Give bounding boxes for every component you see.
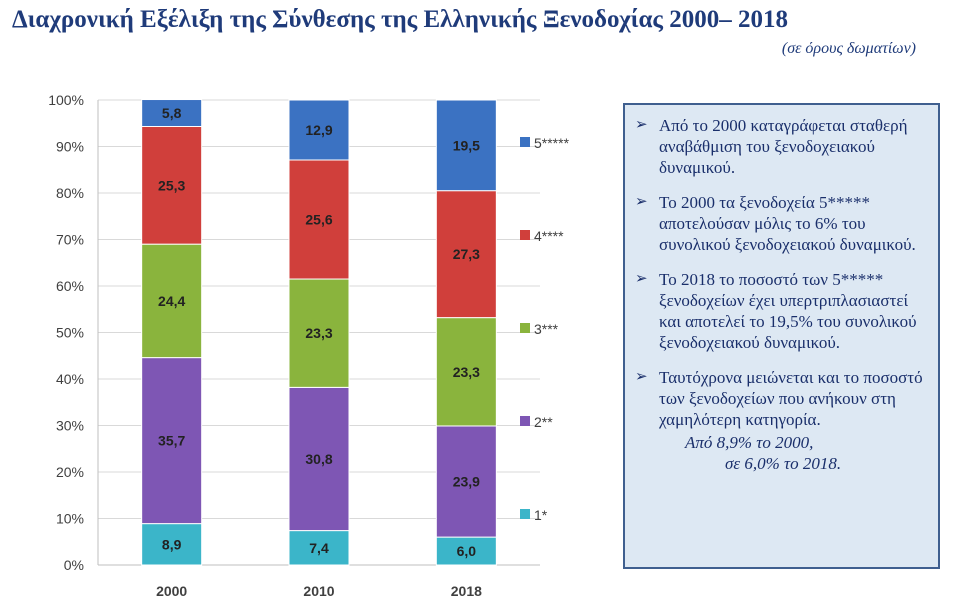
y-tick-label: 30% (56, 418, 84, 434)
note-detail: Από 8,9% το 2000, σε 6,0% το 2018. (635, 432, 928, 474)
legend-label: 5***** (534, 135, 570, 151)
data-label: 23,3 (453, 364, 480, 380)
bar-segment (288, 278, 350, 388)
note-detail-line: Από 8,9% το 2000, (685, 433, 814, 452)
bar-segment (288, 386, 350, 532)
y-tick-label: 0% (64, 557, 84, 573)
bar-segment (288, 99, 350, 161)
arrow-bullet-icon: ➢ (635, 271, 648, 287)
note-text: Ταυτόχρονα μειώνεται και το ποσοστό των … (659, 368, 923, 429)
legend-swatch (520, 509, 530, 519)
data-label: 7,4 (309, 540, 329, 556)
bar-segment (141, 523, 203, 566)
legend-label: 3*** (534, 321, 559, 337)
note-item: ➢ Από το 2000 καταγράφεται σταθερή αναβά… (635, 115, 928, 178)
arrow-bullet-icon: ➢ (635, 369, 648, 385)
y-tick-label: 70% (56, 232, 84, 248)
note-item: ➢ Ταυτόχρονα μειώνεται και το ποσοστό τω… (635, 367, 928, 430)
bar-segment (435, 317, 497, 427)
legend-label: 1* (534, 507, 548, 523)
arrow-bullet-icon: ➢ (635, 117, 648, 133)
note-detail-line: σε 6,0% το 2018. (725, 454, 842, 473)
x-tick-label: 2010 (303, 583, 334, 599)
legend-label: 2** (534, 414, 553, 430)
note-item: ➢ Το 2000 τα ξενοδοχεία 5***** αποτελούσ… (635, 192, 928, 255)
bar-segment (141, 99, 203, 128)
bar-segment (141, 126, 203, 245)
data-label: 12,9 (305, 122, 332, 138)
y-tick-label: 10% (56, 511, 84, 527)
x-tick-label: 2018 (451, 583, 482, 599)
legend-swatch (520, 137, 530, 147)
notes-box: ➢ Από το 2000 καταγράφεται σταθερή αναβά… (623, 103, 940, 569)
y-tick-label: 50% (56, 325, 84, 341)
data-label: 27,3 (453, 246, 480, 262)
data-label: 24,4 (158, 293, 185, 309)
data-label: 5,8 (162, 105, 182, 121)
bar-segment (141, 243, 203, 359)
page-title: Διαχρονική Εξέλιξη της Σύνθεσης της Ελλη… (12, 6, 788, 33)
data-label: 23,3 (305, 325, 332, 341)
legend-swatch (520, 230, 530, 240)
bar-segment (435, 425, 497, 538)
data-label: 25,3 (158, 177, 185, 193)
bar-segment (288, 159, 350, 280)
y-tick-label: 80% (56, 185, 84, 201)
data-label: 8,9 (162, 536, 182, 552)
data-label: 35,7 (158, 433, 185, 449)
data-label: 19,5 (453, 137, 480, 153)
legend-swatch (520, 416, 530, 426)
page-subtitle: (σε όρους δωματίων) (781, 40, 916, 57)
data-label: 23,9 (453, 474, 480, 490)
data-label: 25,6 (305, 212, 332, 228)
y-tick-label: 60% (56, 278, 84, 294)
bar-segment (288, 530, 350, 566)
arrow-bullet-icon: ➢ (635, 194, 648, 210)
legend-swatch (520, 323, 530, 333)
y-tick-label: 90% (56, 139, 84, 155)
note-text: Από το 2000 καταγράφεται σταθερή αναβάθμ… (659, 116, 908, 177)
x-tick-label: 2000 (156, 583, 187, 599)
bar-segment (435, 99, 497, 192)
y-tick-label: 20% (56, 464, 84, 480)
note-text: Το 2000 τα ξενοδοχεία 5***** αποτελούσαν… (659, 193, 916, 254)
note-item: ➢ Το 2018 το ποσοστό των 5***** ξενοδοχε… (635, 269, 928, 353)
stacked-bar-chart: 0% 10% 20% 30% 40% 50% 60% 70% 80% 90% 100% 8,9 35,7… (48, 92, 570, 599)
note-text: Το 2018 το ποσοστό των 5***** ξενοδοχείω… (659, 270, 917, 352)
y-tick-label: 40% (56, 371, 84, 387)
legend-label: 4**** (534, 228, 564, 244)
data-label: 6,0 (457, 543, 477, 559)
y-tick-label: 100% (48, 92, 84, 108)
data-label: 30,8 (305, 451, 332, 467)
bar-segment (141, 357, 203, 525)
bar-segment (435, 190, 497, 319)
